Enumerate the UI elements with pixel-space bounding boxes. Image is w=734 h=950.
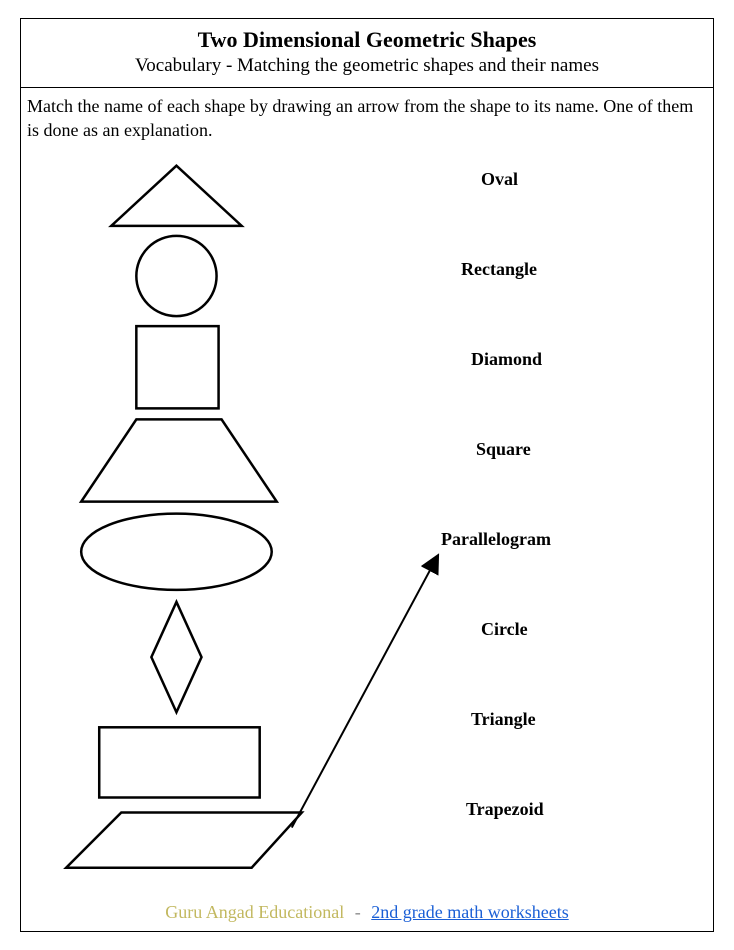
footer-dash: - [355, 902, 361, 922]
label-trapezoid: Trapezoid [466, 799, 544, 820]
square-shape [136, 326, 218, 408]
parallelogram-shape [66, 812, 302, 867]
label-parallelogram: Parallelogram [441, 529, 551, 550]
worksheet-subtitle: Vocabulary - Matching the geometric shap… [31, 55, 703, 77]
worksheet-content: Oval Rectangle Diamond Square Parallelog… [21, 147, 713, 896]
worksheet-footer: Guru Angad Educational - 2nd grade math … [21, 896, 713, 931]
example-arrow [292, 556, 437, 827]
shapes-group [66, 165, 302, 867]
triangle-shape [111, 165, 241, 225]
label-circle: Circle [481, 619, 528, 640]
worksheet-title: Two Dimensional Geometric Shapes [31, 27, 703, 53]
worksheet-instructions: Match the name of each shape by drawing … [21, 88, 713, 147]
label-triangle: Triangle [471, 709, 536, 730]
worksheet-header: Two Dimensional Geometric Shapes Vocabul… [21, 19, 713, 88]
worksheet-frame: Two Dimensional Geometric Shapes Vocabul… [20, 18, 714, 932]
label-oval: Oval [481, 169, 518, 190]
diamond-shape [151, 602, 201, 712]
circle-shape [136, 235, 216, 315]
label-square: Square [476, 439, 531, 460]
oval-shape [81, 513, 272, 589]
trapezoid-shape [81, 419, 277, 501]
label-diamond: Diamond [471, 349, 542, 370]
rectangle-shape [99, 727, 259, 797]
arrow-line [292, 556, 437, 827]
label-rectangle: Rectangle [461, 259, 537, 280]
footer-brand: Guru Angad Educational [165, 902, 344, 922]
footer-link[interactable]: 2nd grade math worksheets [371, 902, 568, 922]
shapes-diagram [21, 147, 713, 896]
